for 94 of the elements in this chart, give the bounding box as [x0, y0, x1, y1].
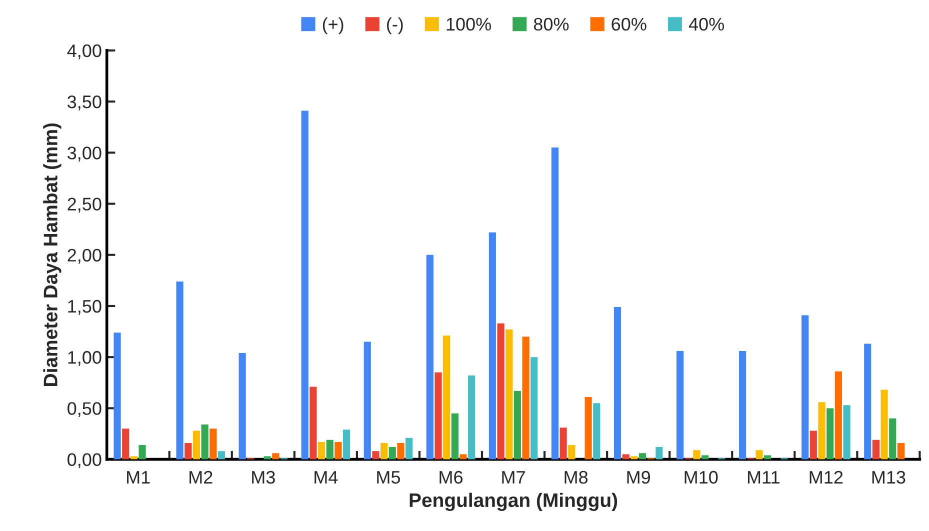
- bar: [568, 445, 576, 460]
- bar: [656, 447, 663, 460]
- x-tick-label: M3: [252, 470, 275, 484]
- bar: [693, 450, 700, 460]
- bar: [434, 372, 442, 460]
- bar: [810, 430, 817, 460]
- bar: [318, 442, 326, 460]
- y-tick-label: 0,50: [68, 402, 102, 418]
- bar: [326, 440, 334, 460]
- bar: [880, 390, 888, 460]
- bar: [638, 453, 646, 460]
- x-tick-label: M1: [127, 471, 150, 484]
- bar: [406, 438, 413, 460]
- y-tick-label: 3,50: [68, 95, 102, 110]
- bar: [622, 454, 630, 460]
- x-tick-label: M12: [810, 470, 843, 484]
- bar: [864, 344, 872, 460]
- x-tick-label: M7: [502, 471, 525, 484]
- y-tick-label: 2,00: [68, 248, 102, 264]
- bar: [238, 353, 246, 460]
- bar: [301, 110, 308, 460]
- x-tick-label: M5: [377, 471, 400, 484]
- bar: [764, 455, 772, 460]
- bar: [443, 336, 450, 460]
- x-tick-label: M10: [684, 470, 718, 484]
- legend-label: 100%: [446, 18, 491, 31]
- legend-label: 40%: [688, 18, 724, 31]
- x-tick-label: M2: [190, 470, 212, 484]
- bar: [114, 332, 121, 460]
- bar: [272, 453, 280, 460]
- bar: [834, 371, 842, 460]
- bar: [460, 454, 467, 460]
- bar: [310, 386, 317, 460]
- x-tick-label: M13: [872, 470, 906, 484]
- bar: [201, 424, 208, 460]
- bar: [264, 456, 271, 460]
- y-tick-label: 2,50: [68, 198, 102, 213]
- bar: [388, 447, 396, 460]
- bar: [593, 403, 600, 460]
- bar: [701, 455, 709, 460]
- bar: [630, 456, 638, 460]
- bar: [372, 451, 380, 460]
- bar: [676, 350, 684, 460]
- bar: [488, 232, 496, 460]
- bar: [497, 323, 504, 460]
- y-axis-title: Diameter Daya Hambat (mm): [43, 123, 62, 386]
- y-tick-label: 1,50: [68, 300, 102, 315]
- bar: [426, 254, 434, 460]
- bar: [560, 428, 567, 460]
- bar: [818, 402, 826, 460]
- bar: [380, 442, 388, 460]
- x-tick-label: M9: [627, 470, 650, 484]
- bar: [130, 456, 138, 460]
- bar: [514, 390, 521, 460]
- bar: [192, 430, 200, 460]
- x-tick-label: M4: [314, 471, 338, 484]
- bar: [397, 442, 404, 460]
- bar: [530, 357, 538, 460]
- legend-label: (-): [387, 17, 403, 34]
- legend-label: 60%: [612, 18, 646, 31]
- bar: [122, 428, 130, 460]
- bar: [176, 281, 184, 460]
- y-tick-label: 4,00: [67, 44, 102, 60]
- x-tick-label: M6: [440, 470, 462, 484]
- bar: [739, 350, 746, 460]
- bar: [551, 148, 558, 460]
- bar: [334, 442, 342, 460]
- y-tick-label: 1,00: [68, 351, 102, 366]
- bar: [451, 413, 458, 460]
- x-tick-label: M11: [748, 471, 780, 484]
- bar: [584, 396, 592, 460]
- legend-label: (+): [322, 17, 344, 34]
- bar: [826, 408, 834, 460]
- bar: [218, 451, 226, 460]
- bar: [756, 450, 763, 460]
- bar: [802, 315, 809, 460]
- bar: [184, 442, 192, 460]
- bar: [614, 307, 622, 460]
- bar: [210, 428, 217, 460]
- bar: [843, 405, 850, 460]
- bar: [506, 330, 513, 460]
- bar: [138, 445, 146, 460]
- bar: [468, 375, 476, 460]
- y-tick-label: 3,00: [68, 146, 102, 162]
- bar: [522, 336, 530, 460]
- legend-label: 80%: [534, 18, 569, 31]
- bar: [872, 440, 880, 460]
- bar: [364, 342, 371, 460]
- x-axis-title: Pengulangan (Minggu): [410, 492, 618, 512]
- y-tick-label: 0,00: [68, 453, 102, 468]
- x-tick-label: M8: [564, 470, 588, 484]
- bar: [342, 430, 350, 460]
- bar: [889, 418, 896, 460]
- bar: [897, 442, 904, 460]
